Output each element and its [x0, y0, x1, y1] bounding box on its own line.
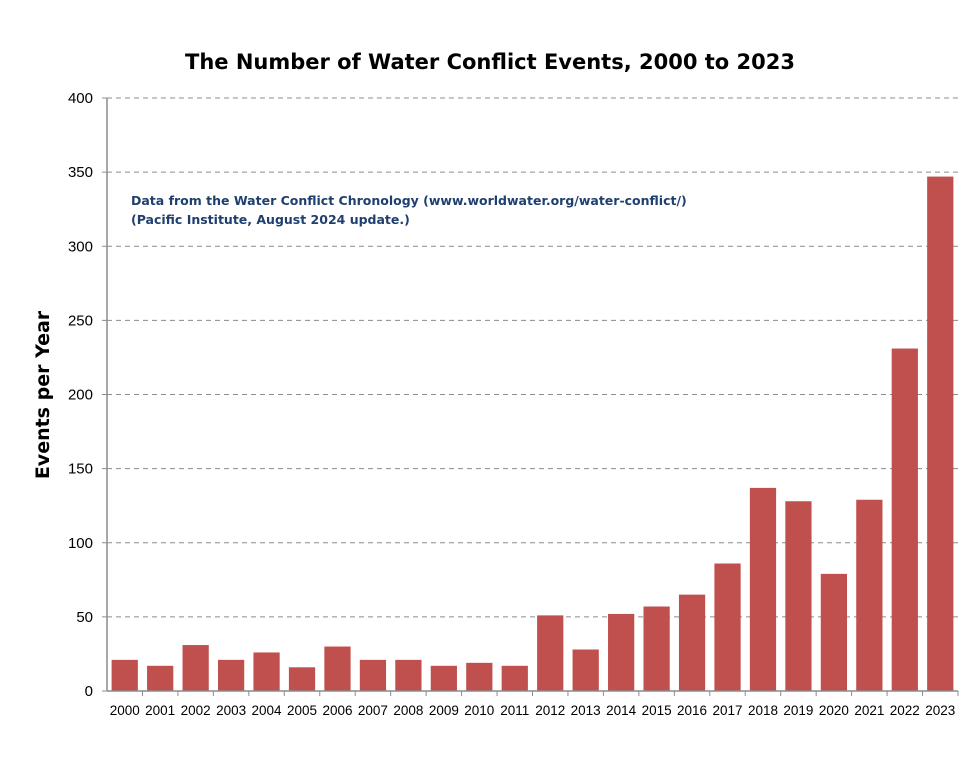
x-tick-label: 2007 [358, 703, 388, 718]
annotation-line-1: Data from the Water Conflict Chronology … [131, 193, 687, 208]
annotation-line-2: (Pacific Institute, August 2024 update.) [131, 212, 410, 227]
bar-2021 [856, 499, 883, 691]
x-tick-label: 2017 [712, 703, 742, 718]
x-tick-label: 2003 [216, 703, 246, 718]
bar-2009 [430, 665, 457, 691]
y-tick-label: 50 [76, 609, 93, 626]
bar-2012 [537, 615, 564, 691]
bar-2002 [182, 645, 209, 691]
bar-2015 [643, 606, 670, 691]
x-tick-label: 2005 [287, 703, 317, 718]
x-tick-label: 2001 [145, 703, 175, 718]
bar-2005 [288, 667, 316, 691]
y-tick-label: 250 [68, 312, 93, 329]
x-tick-label: 2010 [464, 703, 494, 718]
x-tick-label: 2013 [571, 703, 601, 718]
y-tick-label: 350 [68, 164, 93, 181]
bar-2020 [820, 573, 848, 691]
x-tick-label: 2004 [252, 703, 283, 718]
x-tick-label: 2014 [606, 703, 637, 718]
chart-title: The Number of Water Conflict Events, 200… [185, 50, 795, 74]
x-tick-label: 2012 [535, 703, 565, 718]
x-tick-label: 2002 [181, 703, 211, 718]
bar-2004 [253, 652, 280, 691]
x-tick-label: 2020 [819, 703, 849, 718]
bar-2022 [891, 348, 918, 691]
bar-2014 [608, 613, 635, 691]
y-tick-label: 0 [85, 683, 93, 700]
x-tick-label: 2023 [925, 703, 955, 718]
y-tick-label: 150 [68, 461, 93, 478]
bar-2016 [678, 594, 706, 691]
x-tick-label: 2000 [110, 703, 140, 718]
bar-2003 [217, 659, 245, 691]
bar-2006 [324, 646, 351, 691]
bar-2023 [927, 176, 954, 691]
y-tick-label: 300 [68, 238, 93, 255]
x-tick-label: 2009 [429, 703, 459, 718]
x-tick-label: 2018 [748, 703, 778, 718]
x-tick-label: 2006 [322, 703, 352, 718]
y-tick-label: 400 [68, 90, 93, 107]
bar-2000 [111, 659, 138, 691]
x-tick-label: 2019 [783, 703, 813, 718]
x-tick-label: 2008 [393, 703, 423, 718]
bar-2008 [395, 659, 422, 691]
bar-2011 [501, 665, 528, 691]
x-tick-label: 2021 [854, 703, 884, 718]
bar-2007 [359, 659, 387, 691]
y-tick-label: 200 [68, 387, 93, 404]
bar-2019 [785, 501, 812, 691]
y-tick-label: 100 [68, 535, 93, 552]
bar-2013 [572, 649, 599, 691]
bar-2010 [466, 662, 493, 691]
bar-2018 [749, 487, 777, 691]
x-tick-label: 2011 [500, 703, 529, 718]
x-tick-label: 2022 [890, 703, 920, 718]
bar-2001 [147, 665, 174, 691]
x-tick-label: 2016 [677, 703, 707, 718]
x-tick-label: 2015 [642, 703, 672, 718]
y-axis-label: Events per Year [32, 310, 54, 479]
bar-2017 [714, 563, 741, 691]
